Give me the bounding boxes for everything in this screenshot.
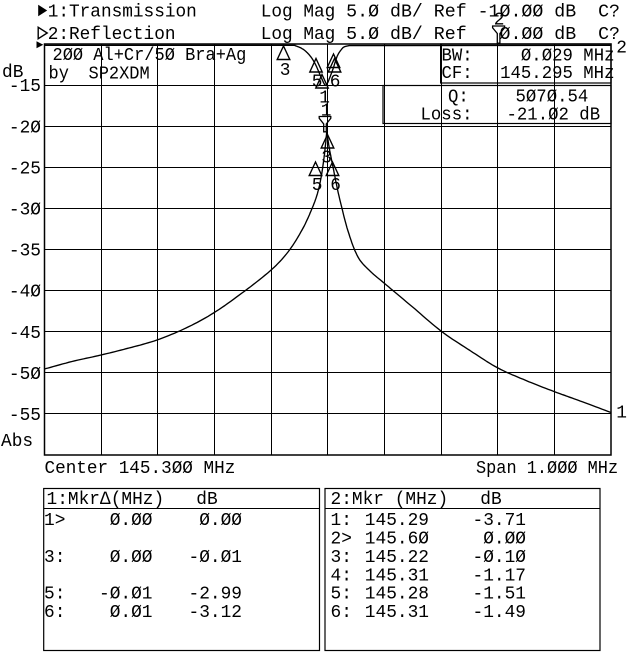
- svg-text:-Ø.Ø1: -Ø.Ø1: [99, 585, 153, 605]
- svg-text:-3Ø: -3Ø: [9, 201, 41, 221]
- svg-text:Ø.ØØ: Ø.ØØ: [110, 548, 153, 568]
- svg-text:-1.49: -1.49: [473, 603, 527, 623]
- svg-text:Span 1.ØØØ MHz: Span 1.ØØØ MHz: [476, 459, 618, 479]
- svg-text:6:: 6:: [44, 603, 65, 623]
- svg-text:CF:: CF:: [442, 64, 473, 84]
- svg-text:145.31: 145.31: [365, 566, 429, 586]
- svg-text:3:: 3:: [44, 548, 65, 568]
- svg-text:Ø.ØØ: Ø.ØØ: [110, 511, 153, 531]
- svg-text:-45: -45: [9, 324, 41, 344]
- svg-text:-15: -15: [9, 77, 41, 97]
- svg-text:-5Ø: -5Ø: [9, 365, 41, 385]
- svg-text:-25: -25: [9, 159, 41, 179]
- svg-text:-3.12: -3.12: [189, 603, 243, 623]
- svg-text:4:: 4:: [331, 566, 352, 586]
- svg-text:3:: 3:: [331, 548, 352, 568]
- svg-text:5:: 5:: [331, 585, 352, 605]
- svg-text:BW:: BW:: [442, 47, 473, 67]
- svg-text:2: 2: [494, 11, 505, 31]
- svg-text:145.295 MHz: 145.295 MHz: [500, 64, 614, 84]
- svg-text:3: 3: [321, 149, 332, 169]
- svg-text:1: 1: [321, 102, 332, 122]
- svg-text:2:Mkr (MHz) dB: 2:Mkr (MHz) dB: [331, 490, 502, 510]
- svg-text:-55: -55: [9, 406, 41, 426]
- svg-text:145.28: 145.28: [365, 585, 429, 605]
- svg-text:Ø.Ø29 MHz: Ø.Ø29 MHz: [521, 47, 615, 67]
- svg-text:6:: 6:: [331, 603, 352, 623]
- svg-text:-2.99: -2.99: [189, 585, 243, 605]
- svg-text:6: 6: [330, 176, 341, 196]
- svg-text:-2Ø: -2Ø: [9, 118, 41, 138]
- svg-text:Center 145.3ØØ MHz: Center 145.3ØØ MHz: [45, 459, 236, 479]
- svg-text:-Ø.Ø1: -Ø.Ø1: [189, 548, 243, 568]
- svg-text:Q:: Q:: [448, 88, 469, 108]
- svg-text:5: 5: [312, 73, 323, 93]
- svg-text:6: 6: [330, 73, 341, 93]
- svg-text:5.Ø dB/ Ref -1Ø.ØØ dB C?: 5.Ø dB/ Ref -1Ø.ØØ dB C?: [346, 3, 620, 23]
- svg-text:1>: 1>: [44, 511, 65, 531]
- svg-text:-3.71: -3.71: [473, 511, 527, 531]
- svg-text:by: by: [49, 65, 70, 85]
- svg-text:2>: 2>: [331, 530, 352, 550]
- svg-text:5Ø7Ø.54: 5Ø7Ø.54: [516, 88, 589, 108]
- svg-text:1: 1: [616, 404, 627, 424]
- svg-text:3: 3: [280, 61, 291, 81]
- svg-text:-21.Ø2 dB: -21.Ø2 dB: [507, 106, 601, 126]
- svg-text:-4Ø: -4Ø: [9, 283, 41, 303]
- svg-text:1:Transmission Log Mag: 1:Transmission Log Mag: [48, 3, 336, 23]
- svg-text:145.31: 145.31: [365, 603, 429, 623]
- svg-text:2ØØ Al+Cr/5Ø Bra+Ag: 2ØØ Al+Cr/5Ø Bra+Ag: [53, 46, 247, 66]
- svg-text:-Ø.1Ø: -Ø.1Ø: [473, 548, 527, 568]
- svg-text:1:: 1:: [331, 511, 352, 531]
- svg-text:SP2XDM: SP2XDM: [89, 65, 150, 85]
- svg-text:5.Ø dB/ Ref Ø.ØØ dB C?: 5.Ø dB/ Ref Ø.ØØ dB C?: [346, 25, 620, 45]
- svg-text:145.29: 145.29: [365, 511, 429, 531]
- svg-text:Loss:: Loss:: [421, 106, 473, 126]
- svg-text:-1.51: -1.51: [473, 585, 527, 605]
- svg-text:1:Mkr∆(MHz) dB: 1:Mkr∆(MHz) dB: [47, 490, 218, 510]
- svg-text:145.22: 145.22: [365, 548, 429, 568]
- svg-text:dB: dB: [2, 63, 24, 83]
- svg-text:5:: 5:: [44, 585, 65, 605]
- svg-text:2: 2: [616, 39, 627, 59]
- svg-text:Ø.ØØ: Ø.ØØ: [199, 511, 242, 531]
- svg-text:-35: -35: [9, 242, 41, 262]
- svg-text:Abs: Abs: [1, 432, 33, 452]
- svg-text:Ø.ØØ: Ø.ØØ: [483, 530, 526, 550]
- svg-text:5: 5: [312, 176, 323, 196]
- svg-text:-1.17: -1.17: [473, 566, 527, 586]
- svg-text:Ø.Ø1: Ø.Ø1: [110, 603, 153, 623]
- svg-text:2:Reflection Log Mag: 2:Reflection Log Mag: [48, 25, 336, 45]
- svg-text:145.6Ø: 145.6Ø: [365, 530, 429, 550]
- svg-text:1: 1: [319, 89, 330, 109]
